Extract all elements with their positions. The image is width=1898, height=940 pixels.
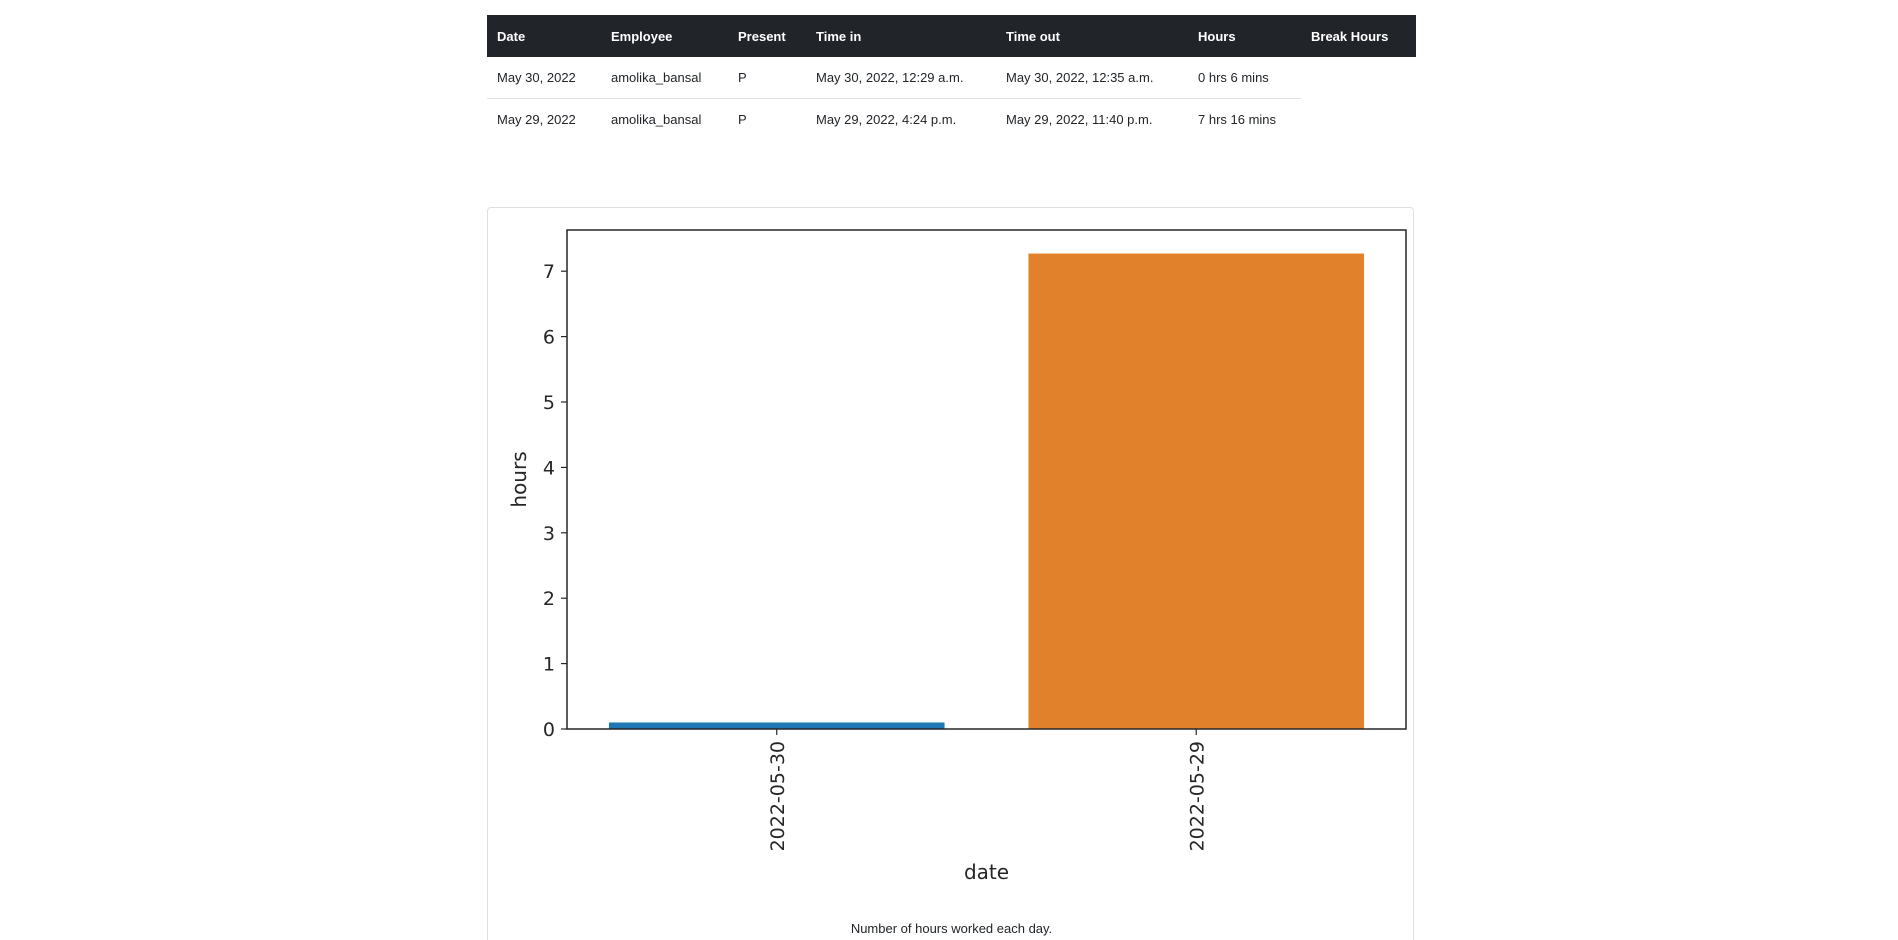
hours-bar-chart: 2022-05-30 2022-05-29 0 1 2 3 4 5 6 7 hours date (507, 229, 1407, 884)
cell-hours: 0 hrs 6 mins (1188, 57, 1301, 99)
cell-employee: amolika_bansal (601, 57, 728, 99)
y-axis-label: hours (507, 451, 531, 507)
cell-present: P (738, 112, 747, 127)
chart-card: 2022-05-30 2022-05-29 0 1 2 3 4 5 6 7 hours date Nu… (487, 207, 1414, 940)
cell-date: May 30, 2022 (487, 57, 601, 99)
header-present: Present (738, 28, 786, 44)
header-break-hours: Break Hours (1311, 28, 1389, 44)
y-tick-label: 0 (543, 719, 555, 741)
header-hours: Hours (1198, 28, 1236, 44)
cell-time-in: May 29, 2022, 4:24 p.m. (816, 112, 957, 127)
cell-employee: amolika_bansal (611, 112, 702, 127)
y-tick-label: 5 (543, 392, 555, 414)
bar (608, 722, 945, 729)
x-tick-label: 2022-05-29 (1186, 741, 1208, 851)
cell-time-out: May 30, 2022, 12:35 a.m. (996, 57, 1188, 99)
cell-date: May 29, 2022 (497, 112, 576, 127)
cell-break-hours (1301, 57, 1416, 99)
cell-break-hours (1301, 99, 1416, 141)
plot-frame (566, 229, 1407, 730)
header-time-in: Time in (816, 28, 862, 44)
cell-time-out: May 29, 2022, 11:40 p.m. (1006, 112, 1153, 127)
header-employee: Employee (611, 28, 673, 44)
y-tick-label: 6 (543, 327, 555, 349)
attendance-table: Date Employee Present Time in Time out H… (487, 15, 1416, 140)
header-time-out: Time out (1006, 28, 1060, 44)
header-date: Date (497, 28, 526, 44)
y-tick-label: 3 (543, 523, 555, 545)
table-row: May 30, 2022 amolika_bansal P May 30, 20… (487, 57, 1416, 99)
cell-time-in: May 30, 2022, 12:29 a.m. (806, 57, 996, 99)
chart-caption: Number of hours worked each day. (850, 921, 1053, 936)
bar (1028, 253, 1365, 729)
y-tick-label: 2 (543, 588, 555, 610)
x-tick-label: 2022-05-30 (767, 741, 789, 851)
table-header-row: Date Employee Present Time in Time out H… (487, 15, 1416, 57)
y-tick-label: 7 (543, 261, 555, 283)
cell-hours: 7 hrs 16 mins (1198, 112, 1277, 127)
x-axis-label: date (964, 860, 1009, 884)
y-tick-label: 1 (543, 654, 555, 676)
cell-present: P (728, 57, 806, 99)
y-tick-label: 4 (543, 457, 555, 479)
table-row: May 29, 2022 amolika_bansal P May 29, 20… (487, 99, 1416, 141)
